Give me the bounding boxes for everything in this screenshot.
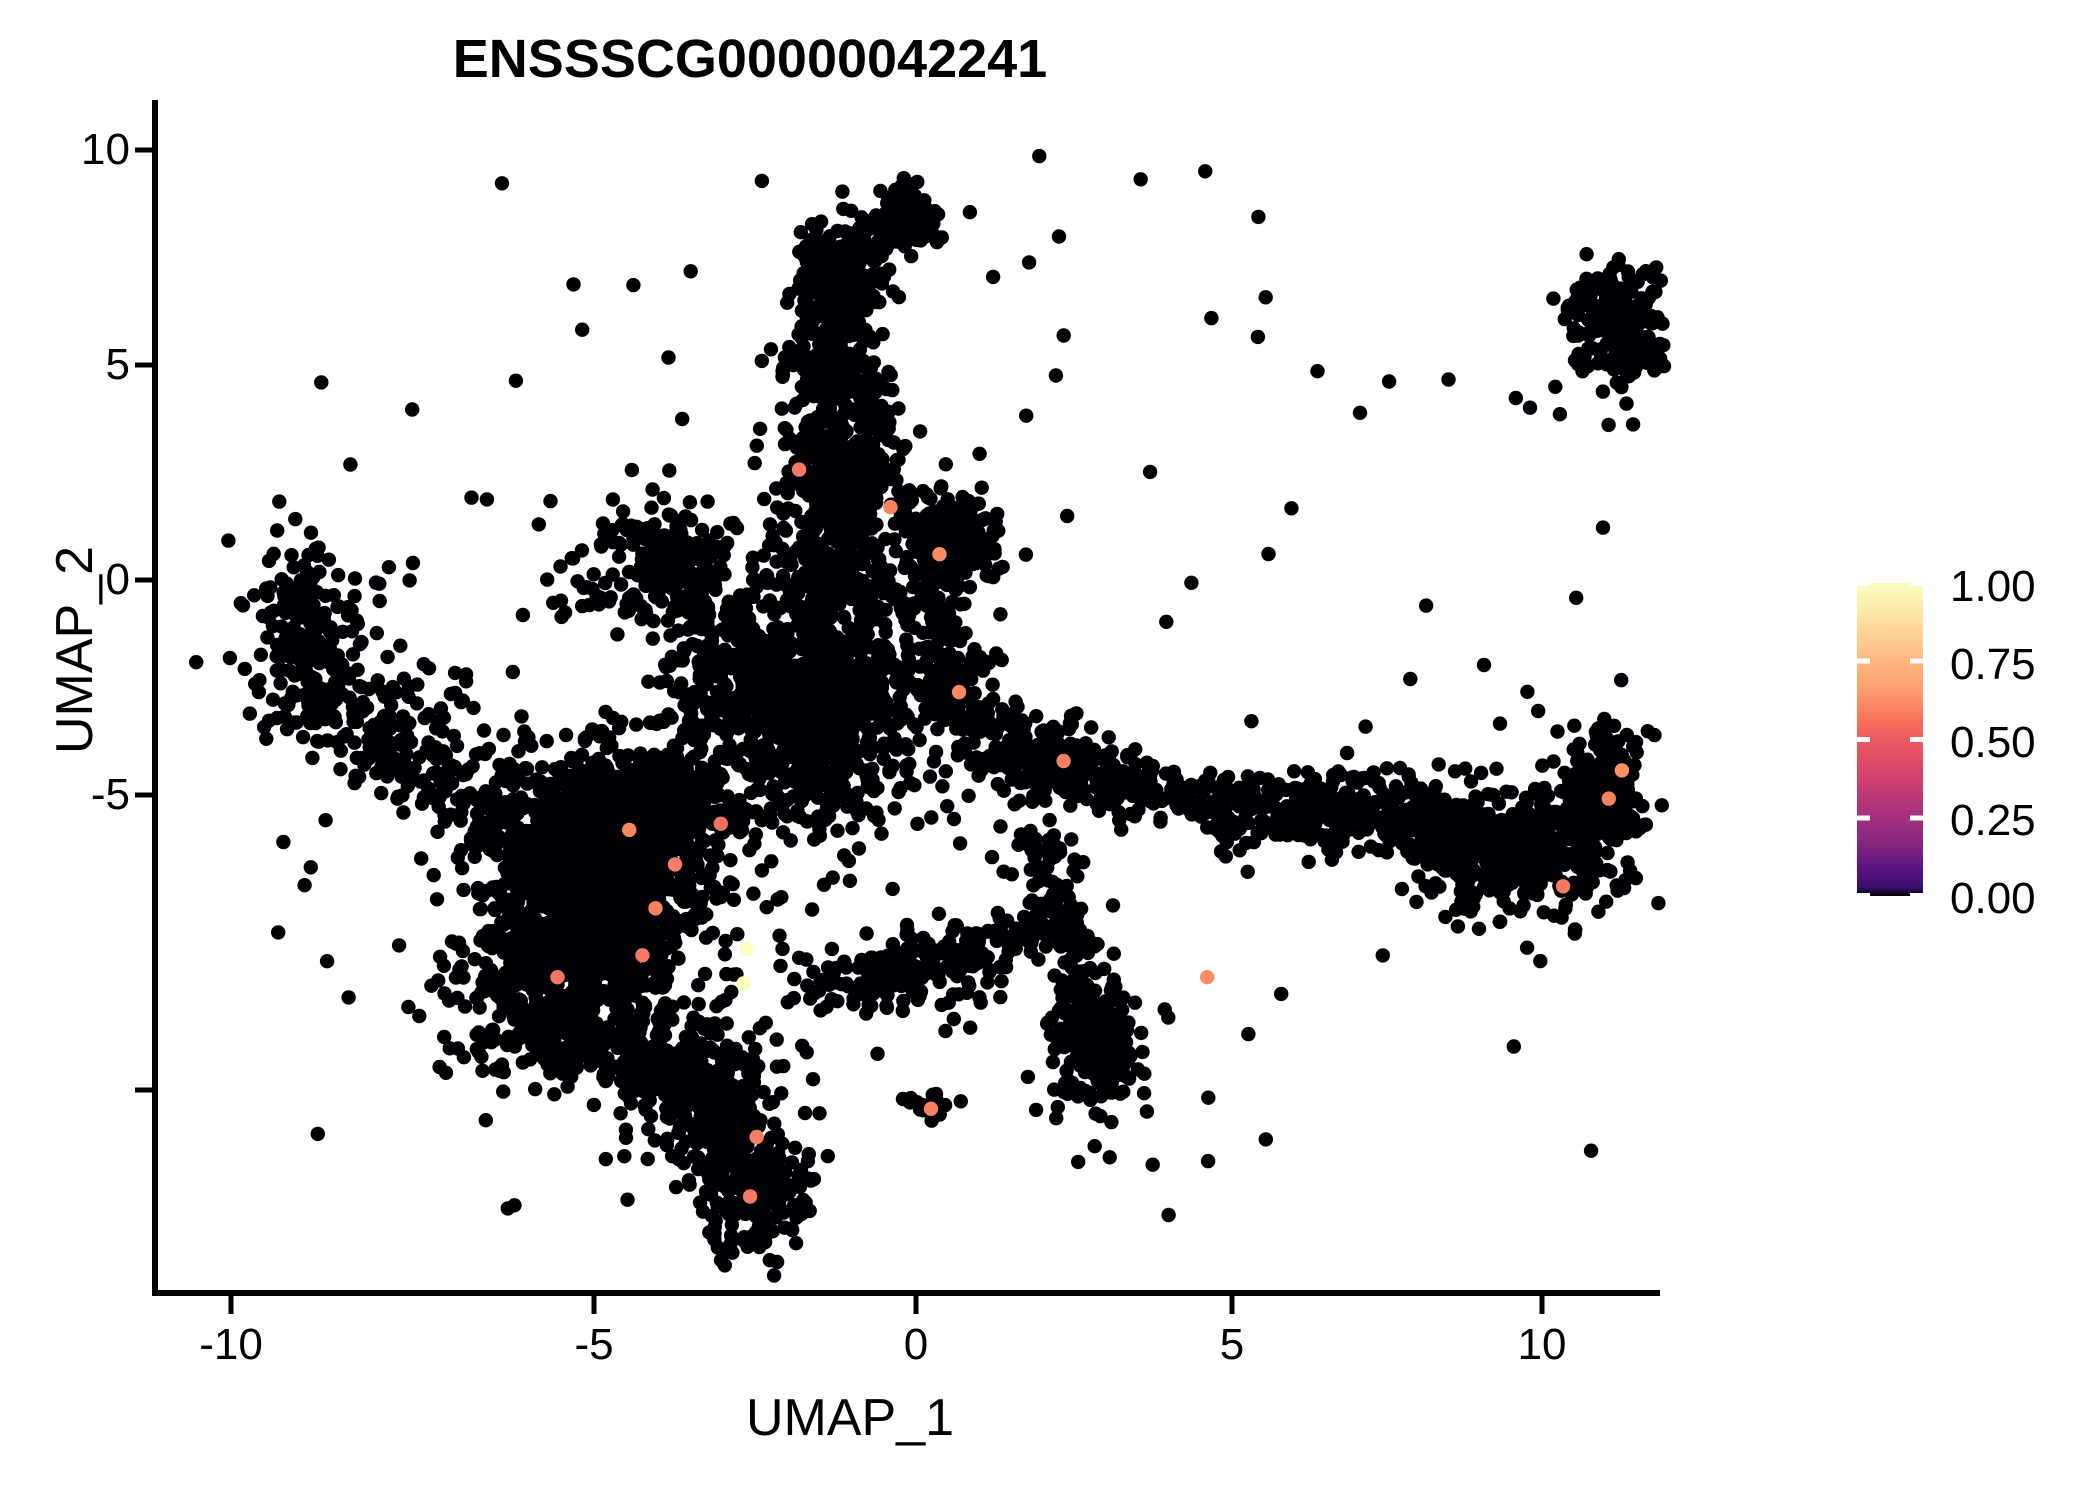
xtick-label-5: 5 bbox=[1219, 1320, 1245, 1369]
page-title: ENSSSCG00000042241 bbox=[452, 29, 1048, 89]
x-axis-title: UMAP_1 bbox=[745, 1389, 955, 1447]
legend-tick-050: 0.50 bbox=[1950, 718, 2036, 767]
ytick-label-minus5: -5 bbox=[90, 770, 130, 819]
legend-tick-000: 0.00 bbox=[1950, 874, 2036, 923]
xtick-label-minus5: -5 bbox=[574, 1320, 614, 1369]
legend-tick-1: 1.00 bbox=[1950, 562, 2036, 611]
ytick-label-0: 0 bbox=[105, 555, 130, 604]
ytick-label-10: 10 bbox=[81, 125, 130, 174]
xtick-label-0: 0 bbox=[903, 1320, 929, 1369]
xtick-label-10: 10 bbox=[1517, 1320, 1567, 1369]
xtick-label-minus10: -10 bbox=[199, 1320, 263, 1369]
colorbar bbox=[1857, 583, 1923, 896]
legend-tick-075: 0.75 bbox=[1950, 640, 2036, 689]
legend-tick-025: 0.25 bbox=[1950, 796, 2036, 845]
ytick-label-5: 5 bbox=[105, 340, 130, 389]
